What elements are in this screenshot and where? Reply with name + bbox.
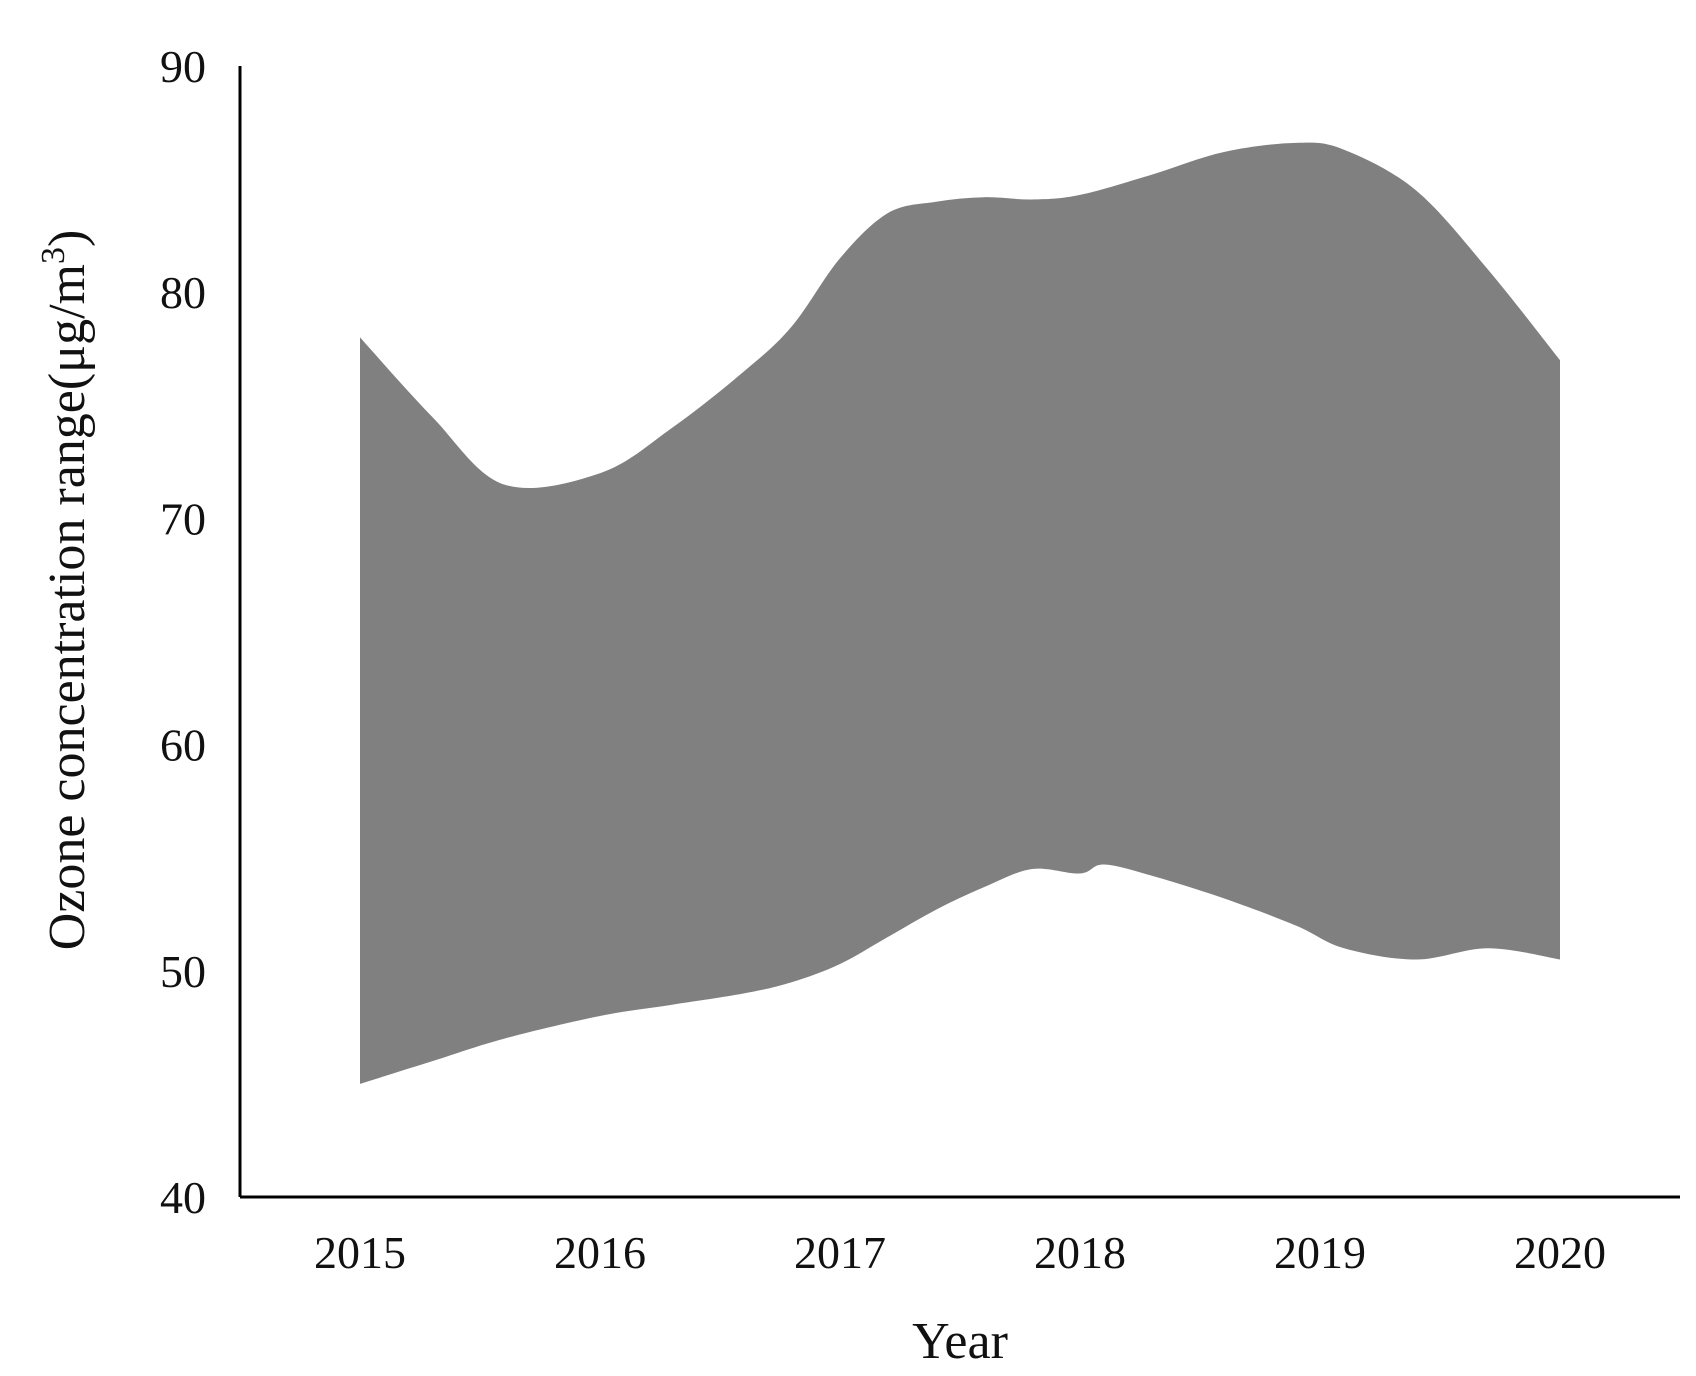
x-tick-label-2016: 2016	[554, 1227, 646, 1278]
y-tick-label-40: 40	[160, 1172, 206, 1223]
x-tick-label-2020: 2020	[1514, 1227, 1606, 1278]
y-axis-title-close: )	[39, 230, 96, 247]
x-tick-label-2015: 2015	[314, 1227, 406, 1278]
y-axis-title: Ozone concentration range(μg/m3)	[35, 230, 96, 951]
y-tick-label-60: 60	[160, 720, 206, 771]
y-tick-label-70: 70	[160, 493, 206, 544]
x-tick-label-2017: 2017	[794, 1227, 886, 1278]
x-tick-label-2018: 2018	[1034, 1227, 1126, 1278]
x-tick-label-2019: 2019	[1274, 1227, 1366, 1278]
y-tick-label-90: 90	[160, 41, 206, 92]
ozone-range-band	[360, 142, 1560, 1084]
y-tick-label-50: 50	[160, 946, 206, 997]
y-tick-label-80: 80	[160, 267, 206, 318]
x-axis-title: Year	[912, 1313, 1008, 1370]
y-axis-title-main: Ozone concentration range(μg/m	[39, 264, 96, 950]
x-tick-labels: 2015 2016 2017 2018 2019 2020	[314, 1227, 1606, 1278]
y-tick-labels: 40 50 60 70 80 90	[160, 41, 206, 1223]
y-axis-title-superscript: 3	[35, 247, 72, 264]
